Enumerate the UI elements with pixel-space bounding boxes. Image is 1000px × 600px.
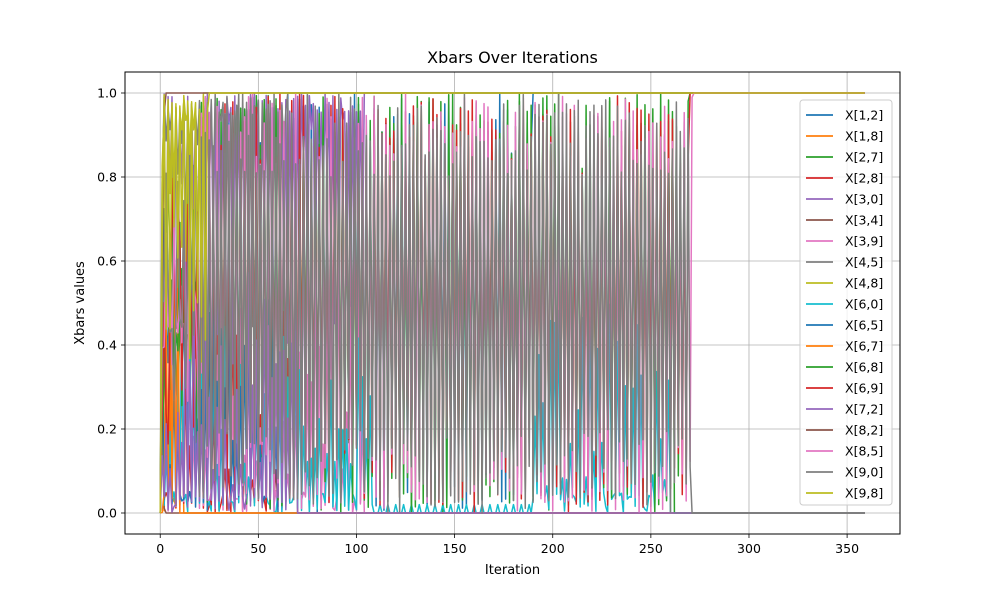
legend-label: X[9,8] bbox=[845, 486, 883, 501]
legend: X[1,2] X[1,8] X[2,7] X[2,8] X[3,0] X[3,4] X[3,… bbox=[799, 99, 893, 506]
legend-label: X[1,2] bbox=[845, 108, 883, 123]
y-tick-label: 1.0 bbox=[97, 86, 117, 101]
y-tick-label: 0.2 bbox=[97, 422, 117, 437]
legend-label: X[6,8] bbox=[845, 360, 883, 375]
legend-label: X[6,0] bbox=[845, 297, 883, 312]
legend-label: X[2,8] bbox=[845, 171, 883, 186]
series-line bbox=[159, 92, 865, 514]
legend-label: X[8,5] bbox=[845, 444, 883, 459]
x-tick-label: 200 bbox=[541, 541, 565, 556]
x-tick-label: 150 bbox=[443, 541, 467, 556]
y-tick-label: 0.4 bbox=[97, 338, 117, 353]
legend-label: X[6,5] bbox=[845, 318, 883, 333]
legend-label: X[9,0] bbox=[845, 465, 883, 480]
legend-label: X[7,2] bbox=[845, 402, 883, 417]
y-tick-label: 0.8 bbox=[97, 170, 117, 185]
legend-label: X[3,0] bbox=[845, 192, 883, 207]
y-tick-label: 0.6 bbox=[97, 254, 117, 269]
x-axis-ticks: 0 50 100 150 200 250 300 350 bbox=[156, 534, 859, 556]
legend-label: X[3,9] bbox=[845, 234, 883, 249]
plot-frame bbox=[124, 71, 901, 535]
x-axis-label: Iteration bbox=[485, 563, 540, 578]
legend-label: X[2,7] bbox=[845, 150, 883, 165]
legend-label: X[8,2] bbox=[845, 423, 883, 438]
legend-label: X[3,4] bbox=[845, 213, 883, 228]
chart-title: Xbars Over Iterations bbox=[427, 48, 598, 67]
y-axis-label: Xbars values bbox=[73, 261, 88, 345]
legend-box bbox=[799, 99, 893, 506]
legend-label: X[1,8] bbox=[845, 129, 883, 144]
y-tick-label: 0.0 bbox=[97, 506, 117, 521]
x-tick-label: 250 bbox=[639, 541, 663, 556]
x-tick-label: 0 bbox=[156, 541, 164, 556]
series-line bbox=[159, 92, 865, 514]
legend-label: X[4,8] bbox=[845, 276, 883, 291]
x-tick-label: 350 bbox=[835, 541, 859, 556]
y-axis-ticks: 0.0 0.2 0.4 0.6 0.8 1.0 bbox=[97, 86, 125, 521]
legend-label: X[6,9] bbox=[845, 381, 883, 396]
series-lines bbox=[159, 92, 865, 514]
legend-label: X[6,7] bbox=[845, 339, 883, 354]
x-tick-label: 50 bbox=[250, 541, 266, 556]
legend-label: X[4,5] bbox=[845, 255, 883, 270]
x-tick-label: 100 bbox=[345, 541, 369, 556]
x-tick-label: 300 bbox=[737, 541, 761, 556]
